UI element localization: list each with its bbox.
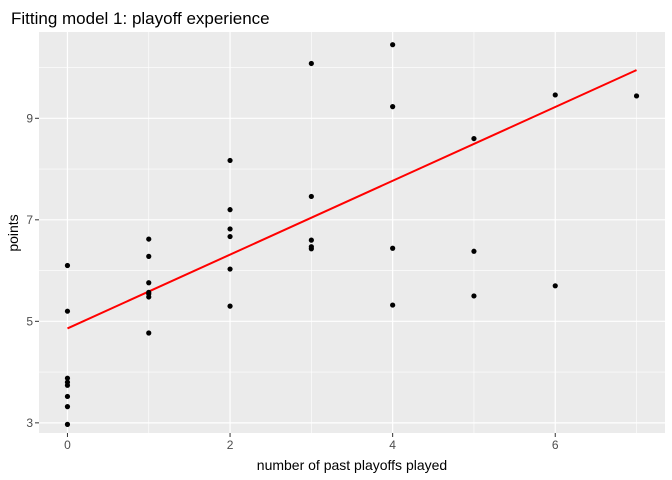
x-tick-label: 6 <box>552 438 559 452</box>
data-point <box>634 93 639 98</box>
data-point <box>146 330 151 335</box>
plot-panel <box>39 32 665 433</box>
data-point <box>146 254 151 259</box>
data-point <box>471 249 476 254</box>
x-axis-title: number of past playoffs played <box>257 457 447 473</box>
data-point <box>65 383 70 388</box>
data-point <box>390 302 395 307</box>
data-point <box>65 263 70 268</box>
data-point <box>227 266 232 271</box>
x-tick-label: 2 <box>227 438 234 452</box>
data-point <box>553 92 558 97</box>
data-point <box>227 304 232 309</box>
y-tick-label: 3 <box>26 416 33 430</box>
data-point <box>146 236 151 241</box>
y-axis-title: points <box>5 214 21 251</box>
chart-title: Fitting model 1: playoff experience <box>11 9 270 28</box>
data-point <box>309 238 314 243</box>
x-tick-label: 0 <box>64 438 71 452</box>
data-point <box>390 42 395 47</box>
data-point <box>65 309 70 314</box>
y-tick-label: 9 <box>26 111 33 125</box>
y-tick-label: 7 <box>26 213 33 227</box>
data-point <box>471 136 476 141</box>
data-point <box>309 194 314 199</box>
data-point <box>227 226 232 231</box>
data-point <box>65 404 70 409</box>
data-point <box>471 293 476 298</box>
data-point <box>390 246 395 251</box>
y-tick-label: 5 <box>26 314 33 328</box>
data-point <box>146 280 151 285</box>
data-point <box>309 61 314 66</box>
data-point <box>146 294 151 299</box>
x-tick-label: 4 <box>389 438 396 452</box>
data-point <box>65 422 70 427</box>
data-point <box>309 246 314 251</box>
data-point <box>227 207 232 212</box>
data-point <box>390 104 395 109</box>
data-point <box>553 283 558 288</box>
data-point <box>227 158 232 163</box>
data-point <box>65 394 70 399</box>
data-point <box>227 234 232 239</box>
